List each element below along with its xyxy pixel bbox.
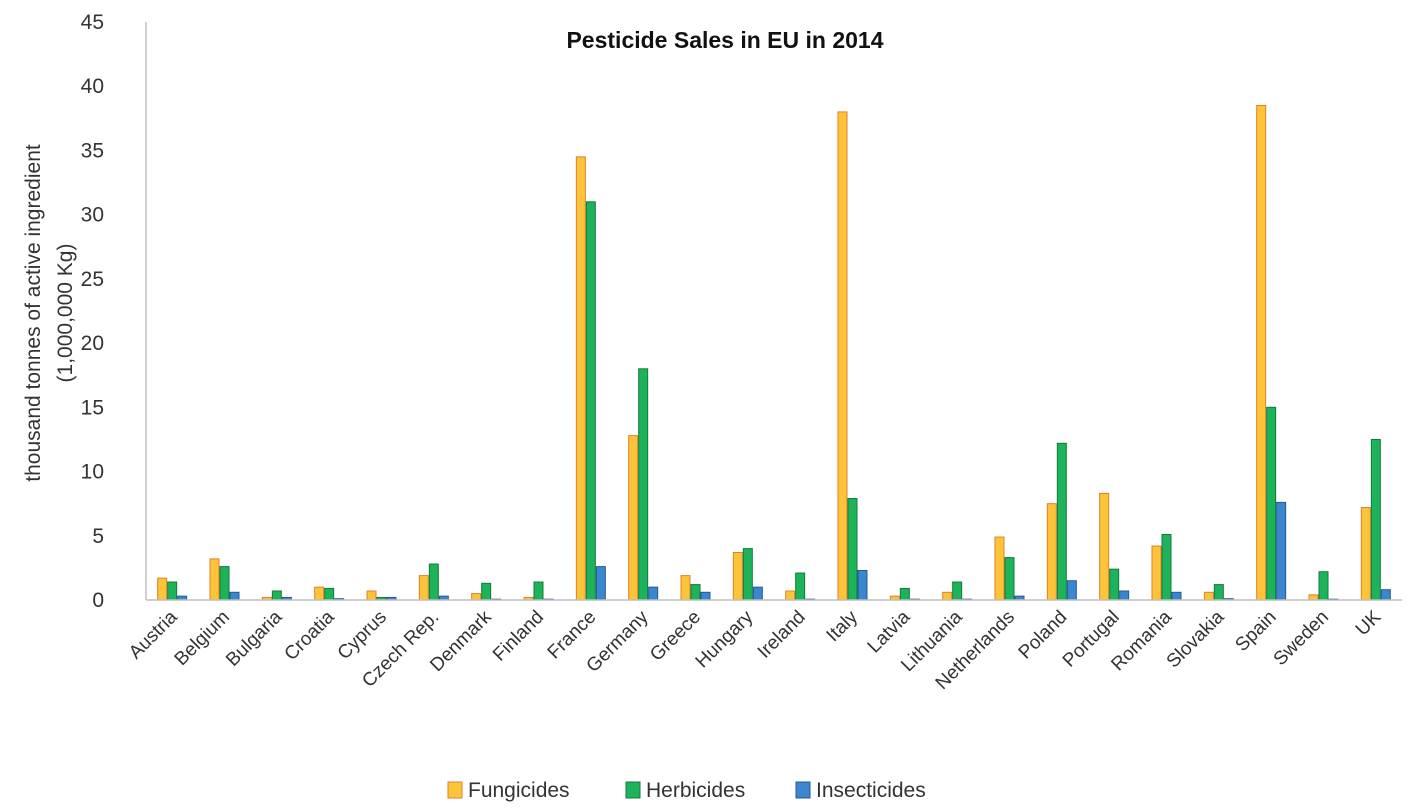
y-tick-label: 45	[81, 11, 104, 34]
bar-herbicides-romania	[1161, 533, 1172, 601]
bar-insecticides-germany	[648, 586, 659, 601]
bar-herbicides-denmark	[481, 582, 492, 601]
bar-fungicides-uk	[1360, 507, 1371, 601]
bar-fungicides-greece	[680, 575, 691, 601]
x-tick-label: Croatia	[281, 606, 339, 664]
bar-herbicides-france	[585, 201, 596, 601]
bar-herbicides-germany	[638, 368, 649, 601]
x-tick-label: Spain	[1231, 607, 1280, 656]
bar-herbicides-portugal	[1109, 568, 1120, 601]
y-tick-label: 40	[81, 75, 104, 98]
x-tick-label: Bulgaria	[222, 606, 286, 670]
y-tick-label: 35	[81, 139, 104, 162]
bar-fungicides-croatia	[314, 586, 325, 601]
bar-herbicides-hungary	[742, 548, 753, 601]
bar-fungicides-czech-rep-	[418, 575, 429, 601]
bar-herbicides-greece	[690, 584, 701, 601]
bar-herbicides-croatia	[324, 587, 335, 601]
x-tick-label: UK	[1352, 606, 1386, 640]
bar-fungicides-italy	[837, 111, 848, 601]
bar-fungicides-lithuania	[942, 591, 953, 601]
bar-fungicides-poland	[1046, 503, 1057, 601]
axes	[145, 22, 1402, 601]
bar-herbicides-bulgaria	[271, 590, 282, 601]
bar-fungicides-denmark	[471, 593, 482, 601]
y-tick-label: 0	[92, 589, 104, 612]
bar-herbicides-slovakia	[1213, 584, 1224, 601]
bar-herbicides-belgium	[219, 566, 230, 601]
legend-swatch-fungicides	[447, 781, 463, 799]
bar-herbicides-uk	[1370, 438, 1381, 601]
y-tick-label: 25	[81, 268, 104, 291]
bar-fungicides-austria	[157, 577, 168, 601]
bar-insecticides-romania	[1171, 591, 1182, 601]
bar-fungicides-france	[575, 156, 586, 601]
bar-fungicides-romania	[1151, 545, 1162, 601]
bars	[157, 104, 1391, 601]
legend-label-herbicides: Herbicides	[646, 779, 745, 802]
bar-insecticides-poland	[1066, 580, 1077, 601]
bar-fungicides-belgium	[209, 558, 220, 601]
x-tick-label: Hungary	[692, 606, 758, 672]
legend-label-fungicides: Fungicides	[468, 779, 570, 802]
bar-insecticides-uk	[1380, 589, 1391, 601]
bar-herbicides-netherlands	[1004, 557, 1015, 601]
x-tick-label: Sweden	[1270, 607, 1333, 670]
bar-insecticides-spain	[1276, 501, 1287, 601]
bar-insecticides-portugal	[1119, 590, 1130, 601]
y-axis-title-line2: (1,000,000 Kg)	[54, 244, 77, 383]
chart-title: Pesticide Sales in EU in 2014	[566, 27, 883, 53]
bar-insecticides-hungary	[752, 586, 763, 601]
bar-insecticides-belgium	[229, 591, 240, 601]
bar-herbicides-latvia	[899, 587, 910, 601]
legend: Fungicides Herbicides Insecticides	[447, 779, 926, 802]
bar-fungicides-ireland	[785, 590, 796, 601]
y-tick-label: 5	[92, 525, 104, 548]
legend-swatch-herbicides	[625, 781, 641, 799]
y-axis-title-line1: thousand tonnes of active ingredient	[22, 144, 45, 482]
x-tick-label: Italy	[823, 606, 863, 646]
bar-fungicides-germany	[628, 435, 639, 601]
bar-herbicides-czech-rep-	[428, 563, 439, 601]
bar-herbicides-italy	[847, 498, 858, 601]
bar-herbicides-finland	[533, 581, 544, 601]
y-axis-title: thousand tonnes of active ingredient (1,…	[22, 144, 77, 482]
x-tick-label: Ireland	[754, 607, 810, 663]
x-tick-label: Slovakia	[1163, 606, 1229, 672]
y-tick-label: 15	[81, 396, 104, 419]
y-tick-label: 20	[81, 332, 104, 355]
x-tick-label: Belgium	[171, 607, 234, 670]
bar-insecticides-greece	[700, 591, 711, 601]
bar-insecticides-france	[595, 566, 606, 601]
bar-herbicides-lithuania	[952, 581, 963, 601]
bar-fungicides-slovakia	[1203, 591, 1214, 601]
bar-fungicides-cyprus	[366, 590, 377, 601]
x-tick-label: Latvia	[864, 606, 915, 657]
bar-herbicides-ireland	[795, 572, 806, 601]
bar-fungicides-hungary	[732, 551, 743, 601]
bar-herbicides-poland	[1056, 442, 1067, 601]
bar-insecticides-italy	[857, 569, 868, 601]
legend-label-insecticides: Insecticides	[816, 779, 926, 802]
bar-fungicides-portugal	[1099, 492, 1110, 601]
x-tick-label: Finland	[489, 607, 548, 666]
bar-herbicides-sweden	[1318, 571, 1329, 601]
bar-fungicides-netherlands	[994, 536, 1005, 601]
x-axis-labels: AustriaBelgiumBulgariaCroatiaCyprusCzech…	[125, 606, 1386, 694]
bar-fungicides-spain	[1256, 104, 1267, 601]
y-axis-ticks: 0 5 10 15 20 25 30 35 40 45	[81, 11, 104, 612]
bar-herbicides-spain	[1266, 406, 1277, 601]
bar-fungicides-sweden	[1308, 594, 1319, 601]
y-tick-label: 30	[81, 204, 104, 227]
legend-swatch-insecticides	[795, 781, 811, 799]
bar-herbicides-austria	[167, 581, 178, 601]
y-tick-label: 10	[81, 461, 104, 484]
